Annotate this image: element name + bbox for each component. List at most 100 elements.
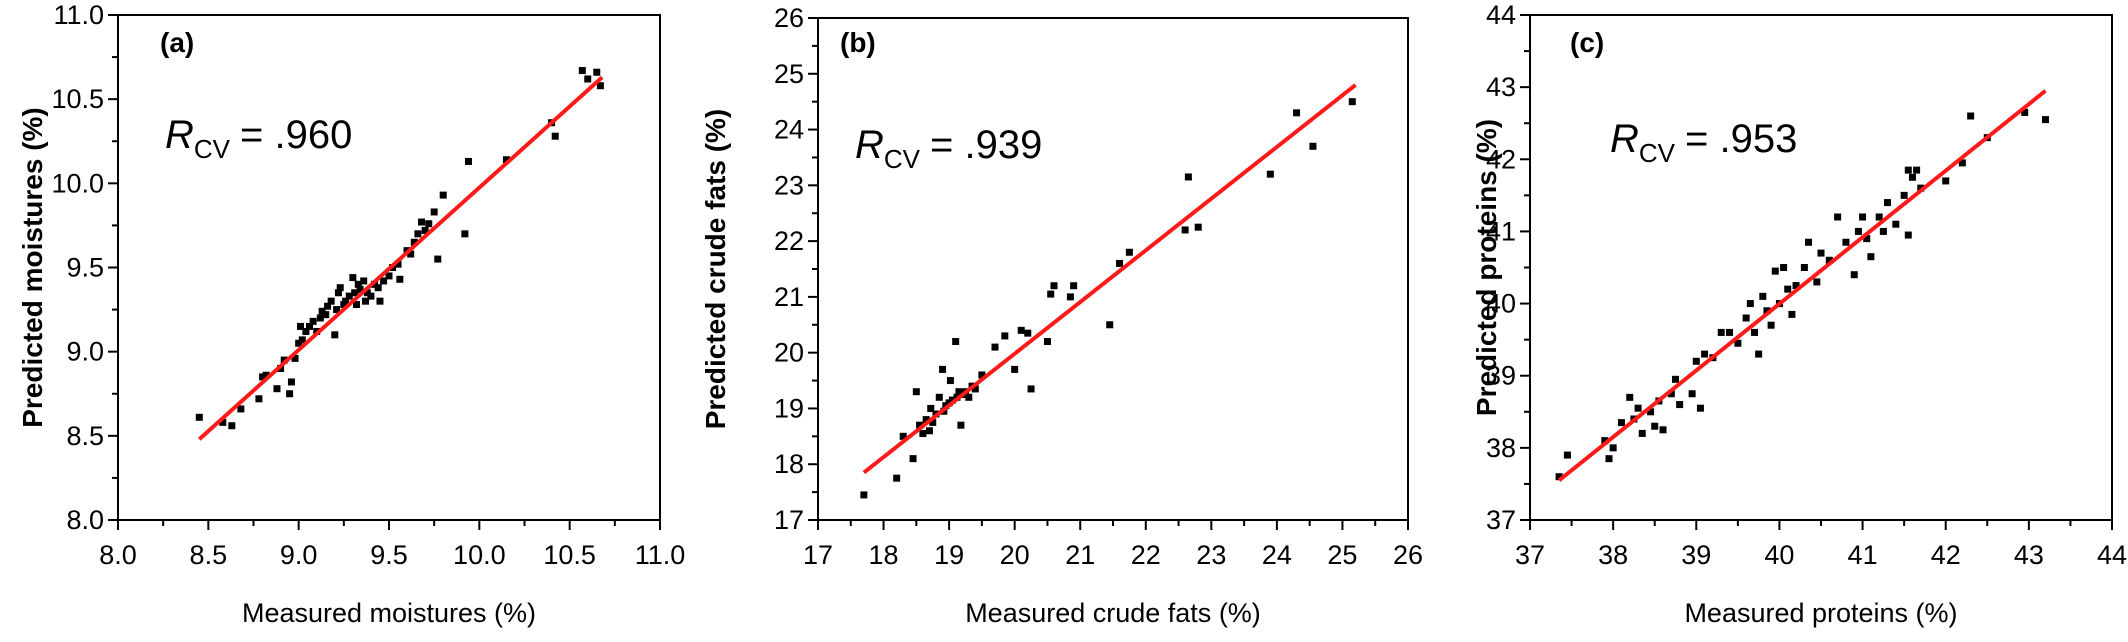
x-tick-label: 39 xyxy=(1681,540,1711,570)
data-point xyxy=(322,311,330,319)
y-tick-label: 44 xyxy=(1486,0,1516,30)
data-point xyxy=(957,421,965,429)
data-point xyxy=(946,377,954,385)
data-point xyxy=(1879,227,1887,235)
data-point xyxy=(286,390,294,398)
data-point xyxy=(1792,282,1800,290)
data-point xyxy=(584,75,592,83)
data-point xyxy=(1913,166,1921,174)
data-point xyxy=(219,418,227,426)
data-point xyxy=(327,297,335,305)
data-point xyxy=(316,314,324,322)
y-tick-label: 21 xyxy=(774,282,804,312)
data-point xyxy=(991,343,999,351)
data-point xyxy=(396,275,404,283)
y-tick-label: 17 xyxy=(774,505,804,535)
data-point xyxy=(551,132,559,140)
y-tick-label: 41 xyxy=(1486,216,1516,246)
y-tick-label: 22 xyxy=(774,226,804,256)
data-point xyxy=(461,230,469,238)
data-point xyxy=(434,255,442,263)
y-tick-label: 18 xyxy=(774,449,804,479)
plot-frame xyxy=(1529,14,2113,521)
panel-label: (b) xyxy=(840,27,876,58)
data-point xyxy=(1605,455,1613,463)
x-axis-title: Measured moistures (%) xyxy=(242,598,536,628)
data-point xyxy=(1027,385,1035,393)
x-axis-title: Measured proteins (%) xyxy=(1684,598,1957,628)
y-tick-label: 8.0 xyxy=(66,505,104,535)
x-axis-title: Measured crude fats (%) xyxy=(965,598,1261,628)
y-tick-label: 19 xyxy=(774,393,804,423)
x-tick-label: 41 xyxy=(1848,540,1878,570)
data-point xyxy=(1788,310,1796,318)
data-point xyxy=(1634,404,1642,412)
y-tick-label: 38 xyxy=(1486,433,1516,463)
data-point xyxy=(352,301,360,309)
data-point xyxy=(1676,401,1684,409)
data-point xyxy=(1942,177,1950,185)
data-point xyxy=(296,322,304,330)
x-tick-label: 37 xyxy=(1515,540,1545,570)
data-point xyxy=(280,356,288,364)
data-point xyxy=(273,385,281,393)
data-point xyxy=(927,404,935,412)
fit-line xyxy=(1557,89,2047,482)
data-point xyxy=(1875,213,1883,221)
x-tick-label: 42 xyxy=(1931,540,1961,570)
y-tick-label: 9.5 xyxy=(66,253,104,283)
rcv-value: = .939 xyxy=(930,123,1042,167)
data-point xyxy=(1863,235,1871,243)
y-axis-title: Predicted moistures (%) xyxy=(17,107,48,428)
fit-line xyxy=(197,75,604,441)
data-point xyxy=(1647,408,1655,416)
data-point xyxy=(414,230,422,238)
y-axis-title: Predicted proteins (%) xyxy=(1471,119,1502,416)
x-tick-label: 19 xyxy=(934,540,964,570)
x-tick-label: 10.5 xyxy=(543,540,596,570)
data-point xyxy=(1717,328,1725,336)
data-point xyxy=(1659,426,1667,434)
data-point xyxy=(1904,166,1912,174)
data-point xyxy=(394,260,402,268)
data-point xyxy=(965,393,973,401)
data-point xyxy=(1194,223,1202,231)
data-point xyxy=(351,289,359,297)
data-point xyxy=(1746,300,1754,308)
x-tick-label: 21 xyxy=(1065,540,1095,570)
data-point xyxy=(255,395,263,403)
data-point xyxy=(1892,220,1900,228)
y-tick-label: 9.0 xyxy=(66,337,104,367)
data-point xyxy=(1563,451,1571,459)
data-point xyxy=(376,297,384,305)
data-point xyxy=(1667,390,1675,398)
data-point xyxy=(349,274,357,282)
data-point xyxy=(916,421,924,429)
y-tick-label: 23 xyxy=(774,170,804,200)
data-point xyxy=(1854,227,1862,235)
data-point xyxy=(464,157,472,165)
panel-a: 8.0 8.5 9.0 9.5 10.0 10.5 11.0 8.0 8.5 9.0 9.5 10.0… xyxy=(17,0,685,628)
y-axis-title: Predicted crude fats (%) xyxy=(700,109,731,430)
data-point xyxy=(410,238,418,246)
data-point xyxy=(380,277,388,285)
data-point xyxy=(939,365,947,373)
data-point xyxy=(1742,314,1750,322)
data-point xyxy=(360,277,368,285)
data-point xyxy=(302,327,310,335)
data-point xyxy=(1805,238,1813,246)
data-point xyxy=(1688,390,1696,398)
data-point xyxy=(331,331,339,339)
data-point xyxy=(1784,285,1792,293)
data-point xyxy=(1050,282,1058,290)
data-point xyxy=(1047,290,1055,298)
x-tick-label: 40 xyxy=(1764,540,1794,570)
data-point xyxy=(336,284,344,292)
rcv-annotation: RCV = .953 xyxy=(1610,117,1797,168)
panel-label: (c) xyxy=(1570,27,1604,58)
x-tick-label: 9.0 xyxy=(280,540,318,570)
data-point xyxy=(1817,249,1825,257)
data-point xyxy=(356,285,364,293)
data-point xyxy=(298,336,306,344)
data-point xyxy=(1859,213,1867,221)
